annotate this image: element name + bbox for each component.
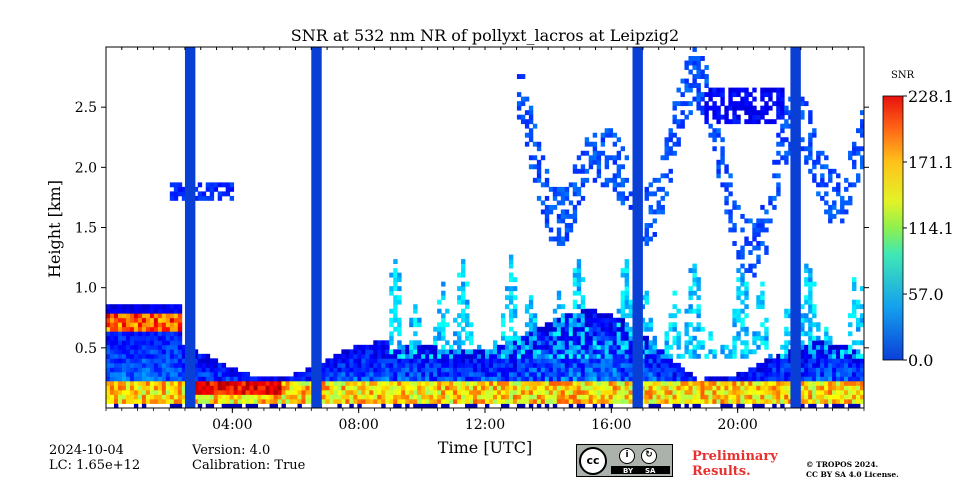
no-data-gap-1 [184,47,196,408]
cc-license-badge: cc i ↻ BY SA [576,444,673,477]
copyright-notice: © TROPOS 2024. CC BY SA 4.0 License. [806,460,899,480]
x-tick-label: 08:00 [338,417,378,433]
copyright-line-1: © TROPOS 2024. [806,460,879,469]
license-strip [611,466,670,474]
colorbar-tick-label: 0.0 [908,351,933,370]
no-data-gaps [184,47,801,408]
y-tick-label: 0.5 [75,341,97,357]
y-tick-label: 2.0 [75,160,97,176]
colorbar-tick-label: 57.0 [908,285,944,304]
no-data-gap-4 [790,47,801,408]
colorbar [882,95,904,361]
footer-lc: LC: 1.65e+12 [49,458,141,473]
footer-date: 2024-10-04 [49,443,124,458]
no-data-gap-3 [632,47,643,408]
attribution-icon: i [619,448,635,464]
y-axis-label: Height [km] [45,180,64,278]
axis-ticks: 04:00 08:00 12:00 16:00 20:00 0.5 1.0 1.5 2.0 2.5 [75,47,869,433]
cc-logo-icon: cc [579,447,607,475]
colorbar-title: SNR [891,70,915,81]
x-tick-label: 20:00 [717,417,757,433]
x-tick-label: 04:00 [212,417,252,433]
y-tick-label: 2.5 [75,100,97,116]
license-by-label: BY [623,467,634,475]
preliminary-line-1: Preliminary [692,449,778,464]
share-alike-icon: ↻ [641,448,657,464]
preliminary-line-2: Results. [692,464,751,479]
colorbar-tick-label: 114.1 [908,219,954,238]
no-data-gap-2 [311,47,322,408]
y-tick-label: 1.0 [75,281,97,297]
license-sa-label: SA [645,467,656,475]
copyright-line-2: CC BY SA 4.0 License. [806,470,899,479]
snr-heatmap [106,47,865,409]
footer-calibration: Calibration: True [192,458,306,473]
colorbar-tick-label: 171.1 [908,153,954,172]
x-axis-label: Time [UTC] [438,438,532,457]
colorbar-ticks: 0.0 57.0 114.1 171.1 228.1 [903,87,954,370]
footer-version: Version: 4.0 [192,443,271,458]
y-tick-label: 1.5 [75,221,97,237]
x-tick-label: 16:00 [591,417,631,433]
preliminary-results: Preliminary Results. [692,449,778,479]
colorbar-tick-label: 228.1 [908,87,954,106]
x-tick-label: 12:00 [465,417,505,433]
chart-title: SNR at 532 nm NR of pollyxt_lacros at Le… [291,26,679,45]
